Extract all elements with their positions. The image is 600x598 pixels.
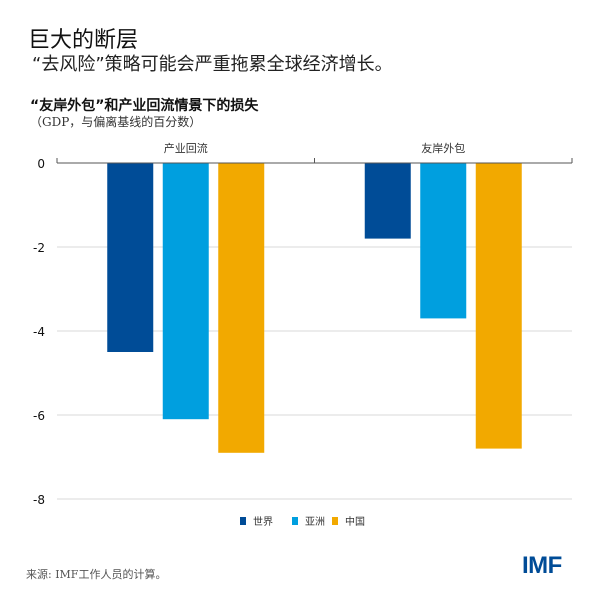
- legend-label: 亚洲: [305, 516, 325, 528]
- legend-swatch: [332, 517, 338, 525]
- chart-subtitle: （GDP，与偏离基线的百分数）: [30, 115, 202, 129]
- bar-中国: [218, 163, 265, 453]
- category-label: 友岸外包: [421, 141, 465, 155]
- y-tick-label: -8: [33, 493, 45, 507]
- category-label: 产业回流: [164, 141, 208, 155]
- legend-label: 世界: [253, 516, 273, 528]
- bar-中国: [475, 163, 522, 449]
- y-tick-label: 0: [37, 157, 45, 171]
- bar-亚洲: [162, 163, 209, 420]
- y-tick-label: -4: [33, 325, 45, 339]
- page-subtitle: “去风险”策略可能会严重拖累全球经济增长。: [32, 54, 393, 75]
- legend-swatch: [240, 517, 246, 525]
- y-tick-label: -2: [33, 241, 45, 255]
- bar-世界: [364, 163, 411, 239]
- legend-swatch: [292, 517, 298, 525]
- y-tick-label: -6: [33, 409, 45, 423]
- bar-世界: [107, 163, 154, 352]
- bar-亚洲: [420, 163, 467, 319]
- source-note: 来源: IMF工作人员的计算。: [26, 568, 167, 581]
- page-title: 巨大的断层: [28, 28, 139, 53]
- imf-logo: IMF: [522, 552, 562, 579]
- chart-title: “友岸外包”和产业回流情景下的损失: [30, 98, 259, 114]
- legend-label: 中国: [345, 515, 365, 528]
